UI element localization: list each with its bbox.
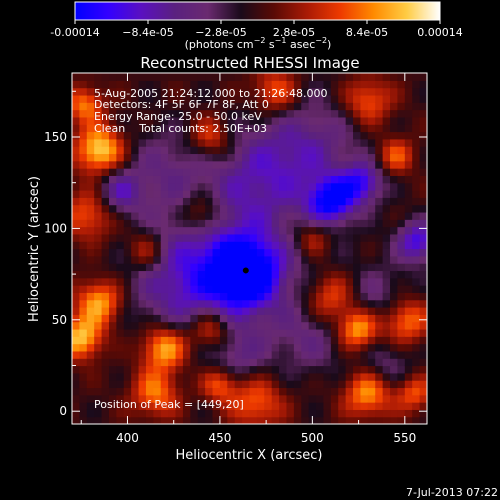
x-tick-label: 400 bbox=[116, 431, 139, 445]
x-tick-label: 500 bbox=[301, 431, 324, 445]
annotation-block: 5-Aug-2005 21:24:12.000 to 21:26:48.000 … bbox=[94, 87, 328, 135]
colorbar-tick-label: -0.00014 bbox=[50, 26, 99, 39]
y-tick-label: 50 bbox=[52, 313, 67, 327]
colorbar-unit-label: (photons cm−2 s−1 asec−2) bbox=[185, 36, 332, 51]
peak-marker bbox=[242, 267, 249, 274]
peak-position-label: Position of Peak = [449,20] bbox=[94, 398, 244, 411]
x-tick-label: 450 bbox=[208, 431, 231, 445]
colorbar-tick-label: 8.4e-05 bbox=[346, 26, 388, 39]
colorbar-tick-label: 0.00014 bbox=[417, 26, 463, 39]
y-tick-label: 150 bbox=[44, 130, 67, 144]
x-axis: 400 450 500 550 bbox=[80, 73, 416, 445]
annotation-energy: Energy Range: 25.0 - 50.0 keV bbox=[94, 110, 262, 123]
plot-frame bbox=[71, 72, 428, 425]
footer-timestamp: 7-Jul-2013 07:22 bbox=[406, 486, 498, 499]
colorbar-tick-label: −8.4e-05 bbox=[122, 26, 173, 39]
x-tick-label: 550 bbox=[393, 431, 416, 445]
colorbar-tick-label: −2.8e-05 bbox=[195, 26, 246, 39]
annotation-detectors: Detectors: 4F 5F 6F 7F 8F, Att 0 bbox=[94, 98, 269, 111]
annotation-time: 5-Aug-2005 21:24:12.000 to 21:26:48.000 bbox=[94, 87, 328, 100]
y-axis-label: Heliocentric Y (arcsec) bbox=[27, 176, 42, 322]
y-tick-label: 0 bbox=[59, 404, 67, 418]
annotation-counts: Clean Total counts: 2.50E+03 bbox=[94, 122, 267, 135]
colorbar bbox=[74, 1, 441, 21]
x-axis-label: Heliocentric X (arcsec) bbox=[176, 448, 323, 463]
colorbar-tick-label: 2.8e-05 bbox=[273, 26, 315, 39]
y-tick-label: 100 bbox=[44, 221, 67, 235]
y-axis: 0 50 100 150 bbox=[44, 90, 427, 418]
chart-title: Reconstructed RHESSI Image bbox=[140, 54, 359, 72]
colorbar-ticks: -0.00014 −8.4e-05 −2.8e-05 2.8e-05 8.4e-05 0.… bbox=[50, 20, 463, 39]
